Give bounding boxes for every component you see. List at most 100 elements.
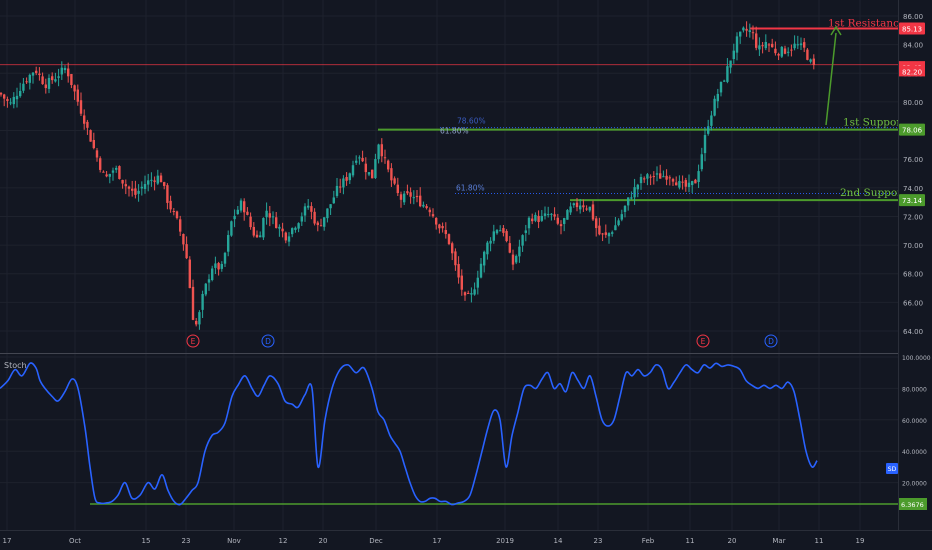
candle-body[interactable] bbox=[431, 214, 435, 217]
candle-body[interactable] bbox=[614, 225, 617, 231]
candle-body[interactable] bbox=[681, 181, 684, 183]
candle-body[interactable] bbox=[572, 203, 575, 206]
candle-body[interactable] bbox=[633, 187, 636, 198]
candle-body[interactable] bbox=[521, 235, 524, 246]
candle-body[interactable] bbox=[262, 218, 265, 238]
candle-body[interactable] bbox=[646, 174, 649, 179]
candle-body[interactable] bbox=[28, 74, 31, 83]
candle-body[interactable] bbox=[371, 169, 374, 179]
candle-body[interactable] bbox=[179, 219, 182, 232]
candle-body[interactable] bbox=[739, 31, 742, 37]
candle-body[interactable] bbox=[774, 48, 777, 54]
candle-body[interactable] bbox=[332, 197, 335, 204]
candle-body[interactable] bbox=[3, 94, 6, 99]
candle-body[interactable] bbox=[806, 49, 809, 60]
candle-body[interactable] bbox=[44, 84, 47, 89]
candle-body[interactable] bbox=[575, 202, 579, 208]
candle-body[interactable] bbox=[217, 263, 220, 270]
candle-body[interactable] bbox=[255, 234, 259, 238]
event-marker[interactable] bbox=[764, 334, 778, 348]
candle-body[interactable] bbox=[540, 215, 543, 221]
candle-body[interactable] bbox=[137, 190, 140, 194]
candle-body[interactable] bbox=[623, 205, 627, 212]
candle-body[interactable] bbox=[134, 188, 137, 195]
candle-body[interactable] bbox=[649, 176, 652, 178]
candle-body[interactable] bbox=[278, 226, 281, 229]
candle-body[interactable] bbox=[140, 186, 143, 189]
candle-body[interactable] bbox=[598, 225, 601, 235]
candle-body[interactable] bbox=[319, 225, 323, 227]
candle-body[interactable] bbox=[355, 160, 358, 163]
candle-body[interactable] bbox=[713, 98, 716, 116]
candle-body[interactable] bbox=[399, 194, 403, 200]
candle-body[interactable] bbox=[569, 206, 572, 213]
candle-body[interactable] bbox=[374, 159, 377, 178]
candle-body[interactable] bbox=[220, 264, 223, 269]
candle-body[interactable] bbox=[579, 205, 582, 210]
candle-body[interactable] bbox=[268, 213, 271, 218]
candle-body[interactable] bbox=[70, 74, 73, 86]
candle-body[interactable] bbox=[76, 89, 79, 102]
candles[interactable] bbox=[0, 21, 815, 330]
candle-body[interactable] bbox=[303, 206, 307, 216]
candle-body[interactable] bbox=[83, 115, 86, 124]
candle-body[interactable] bbox=[601, 233, 604, 235]
candle-body[interactable] bbox=[732, 50, 735, 60]
candle-body[interactable] bbox=[211, 268, 214, 280]
candle-body[interactable] bbox=[748, 30, 751, 32]
candle-body[interactable] bbox=[102, 171, 105, 173]
candle-body[interactable] bbox=[150, 179, 153, 181]
candle-body[interactable] bbox=[537, 215, 540, 223]
candle-body[interactable] bbox=[451, 243, 454, 254]
candle-body[interactable] bbox=[12, 96, 15, 105]
candle-body[interactable] bbox=[777, 53, 780, 56]
candle-body[interactable] bbox=[515, 255, 518, 263]
candle-body[interactable] bbox=[687, 182, 691, 188]
candle-body[interactable] bbox=[22, 83, 25, 91]
candle-body[interactable] bbox=[367, 172, 371, 175]
candle-body[interactable] bbox=[751, 32, 755, 34]
candle-body[interactable] bbox=[787, 51, 790, 53]
candle-body[interactable] bbox=[127, 186, 131, 189]
candle-body[interactable] bbox=[495, 230, 499, 234]
candle-body[interactable] bbox=[153, 180, 156, 182]
candle-body[interactable] bbox=[425, 206, 428, 209]
candle-body[interactable] bbox=[307, 205, 310, 208]
candle-body[interactable] bbox=[396, 184, 399, 194]
candle-body[interactable] bbox=[467, 292, 470, 294]
candle-body[interactable] bbox=[492, 231, 495, 241]
candle-body[interactable] bbox=[412, 197, 415, 199]
candle-body[interactable] bbox=[697, 171, 700, 183]
candle-body[interactable] bbox=[591, 204, 595, 220]
candle-body[interactable] bbox=[531, 218, 534, 222]
candle-body[interactable] bbox=[323, 217, 326, 227]
candle-body[interactable] bbox=[675, 182, 678, 186]
candle-body[interactable] bbox=[60, 67, 63, 75]
candle-body[interactable] bbox=[51, 76, 54, 81]
candle-body[interactable] bbox=[438, 224, 441, 229]
candle-body[interactable] bbox=[511, 254, 515, 265]
candle-body[interactable] bbox=[361, 157, 364, 162]
candle-body[interactable] bbox=[92, 139, 95, 149]
price-levels[interactable] bbox=[0, 27, 898, 202]
candle-body[interactable] bbox=[0, 93, 3, 95]
candle-body[interactable] bbox=[636, 184, 639, 190]
candle-body[interactable] bbox=[700, 154, 703, 170]
candle-body[interactable] bbox=[95, 150, 99, 158]
candle-body[interactable] bbox=[169, 200, 172, 210]
candle-body[interactable] bbox=[105, 174, 108, 177]
candle-body[interactable] bbox=[489, 240, 492, 244]
candle-body[interactable] bbox=[415, 195, 419, 198]
candle-body[interactable] bbox=[47, 77, 51, 89]
candle-body[interactable] bbox=[118, 166, 121, 179]
candle-body[interactable] bbox=[543, 213, 547, 216]
candle-body[interactable] bbox=[639, 177, 643, 184]
candle-body[interactable] bbox=[524, 230, 527, 233]
candle-body[interactable] bbox=[406, 191, 409, 194]
candle-body[interactable] bbox=[585, 208, 588, 210]
candle-body[interactable] bbox=[380, 144, 383, 157]
candle-body[interactable] bbox=[447, 234, 451, 245]
candle-body[interactable] bbox=[716, 93, 719, 102]
candle-body[interactable] bbox=[166, 185, 169, 203]
